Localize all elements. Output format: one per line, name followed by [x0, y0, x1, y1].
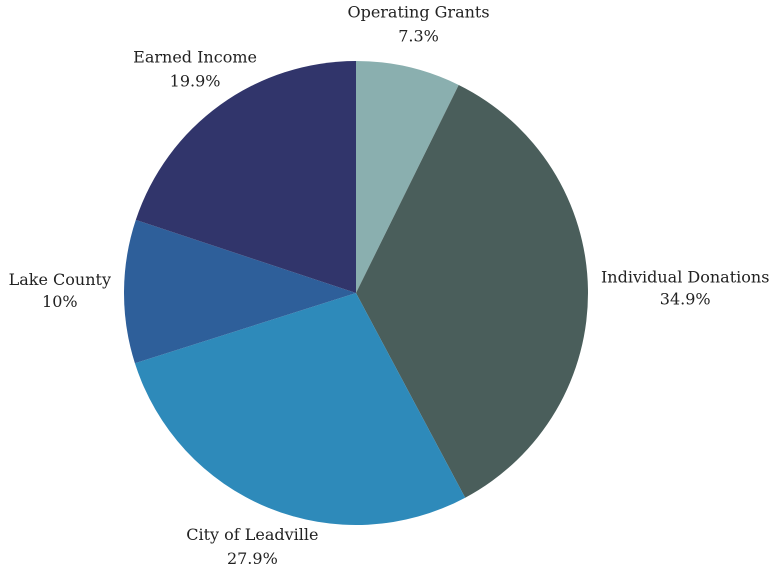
slice-value-label: 7.3%: [398, 27, 439, 46]
slice-value-label: 27.9%: [227, 549, 278, 568]
slice-label: Lake County: [9, 270, 111, 289]
slice-label: Individual Donations: [601, 268, 769, 287]
slice-label: Operating Grants: [347, 3, 489, 22]
pie-slice: [356, 84, 588, 498]
slice-label: Earned Income: [133, 48, 257, 67]
pie-slice: [356, 61, 459, 293]
slice-value-label: 10%: [42, 292, 78, 311]
pie-slice: [135, 61, 356, 293]
pie-slice: [134, 293, 466, 525]
slice-value-label: 34.9%: [660, 290, 711, 309]
slice-value-label: 19.9%: [170, 72, 221, 91]
pie-slice: [123, 219, 356, 364]
slice-label: City of Leadville: [186, 525, 318, 544]
